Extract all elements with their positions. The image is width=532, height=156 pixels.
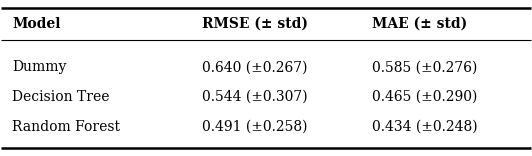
Text: RMSE (± std): RMSE (± std) — [203, 17, 309, 31]
Text: 0.585 (±0.276): 0.585 (±0.276) — [372, 60, 477, 74]
Text: MAE (± std): MAE (± std) — [372, 17, 467, 31]
Text: 0.640 (±0.267): 0.640 (±0.267) — [203, 60, 308, 74]
Text: Decision Tree: Decision Tree — [12, 90, 110, 104]
Text: Model: Model — [12, 17, 61, 31]
Text: 0.491 (±0.258): 0.491 (±0.258) — [203, 120, 308, 134]
Text: 0.465 (±0.290): 0.465 (±0.290) — [372, 90, 477, 104]
Text: Dummy: Dummy — [12, 60, 66, 74]
Text: 0.544 (±0.307): 0.544 (±0.307) — [203, 90, 308, 104]
Text: Random Forest: Random Forest — [12, 120, 120, 134]
Text: 0.434 (±0.248): 0.434 (±0.248) — [372, 120, 477, 134]
